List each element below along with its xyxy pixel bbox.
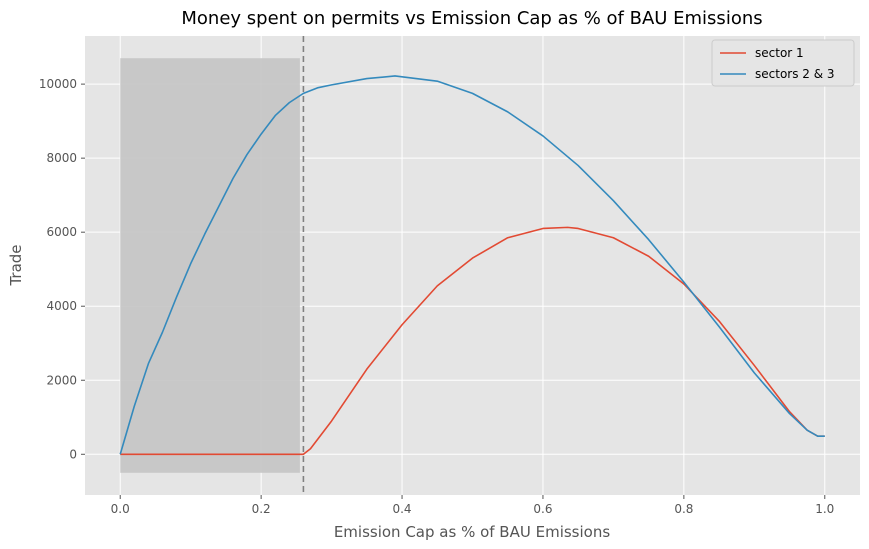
legend-label: sectors 2 & 3 bbox=[755, 67, 835, 81]
x-tick-label: 0.4 bbox=[392, 502, 411, 516]
y-tick-label: 6000 bbox=[46, 225, 77, 239]
y-tick-label: 4000 bbox=[46, 299, 77, 313]
series-line-sector-1 bbox=[120, 226, 825, 456]
x-tick-label: 0.6 bbox=[533, 502, 552, 516]
legend: sector 1 sectors 2 & 3 bbox=[711, 39, 855, 87]
shaded-region bbox=[120, 58, 300, 473]
legend-box bbox=[711, 39, 855, 87]
y-tick-label: 8000 bbox=[46, 151, 77, 165]
x-tick-label: 0.8 bbox=[674, 502, 693, 516]
x-tick-label: 0.0 bbox=[111, 502, 130, 516]
y-axis-label: Trade bbox=[7, 244, 25, 286]
y-tick-label: 0 bbox=[69, 447, 77, 461]
x-tick-label: 0.2 bbox=[252, 502, 271, 516]
y-tick-label: 10000 bbox=[39, 77, 77, 91]
x-tick-label: 1.0 bbox=[815, 502, 834, 516]
legend-label: sector 1 bbox=[755, 46, 804, 60]
x-axis-label: Emission Cap as % of BAU Emissions bbox=[334, 523, 611, 541]
plot-area: 0.0 0.2 0.4 0.6 0.8 1.0 0 2000 4000 6000 8000 10000 bbox=[39, 36, 860, 516]
series-line-sectors-2-3 bbox=[119, 75, 825, 455]
y-tick-label: 2000 bbox=[46, 373, 77, 387]
chart-title: Money spent on permits vs Emission Cap a… bbox=[181, 8, 762, 29]
